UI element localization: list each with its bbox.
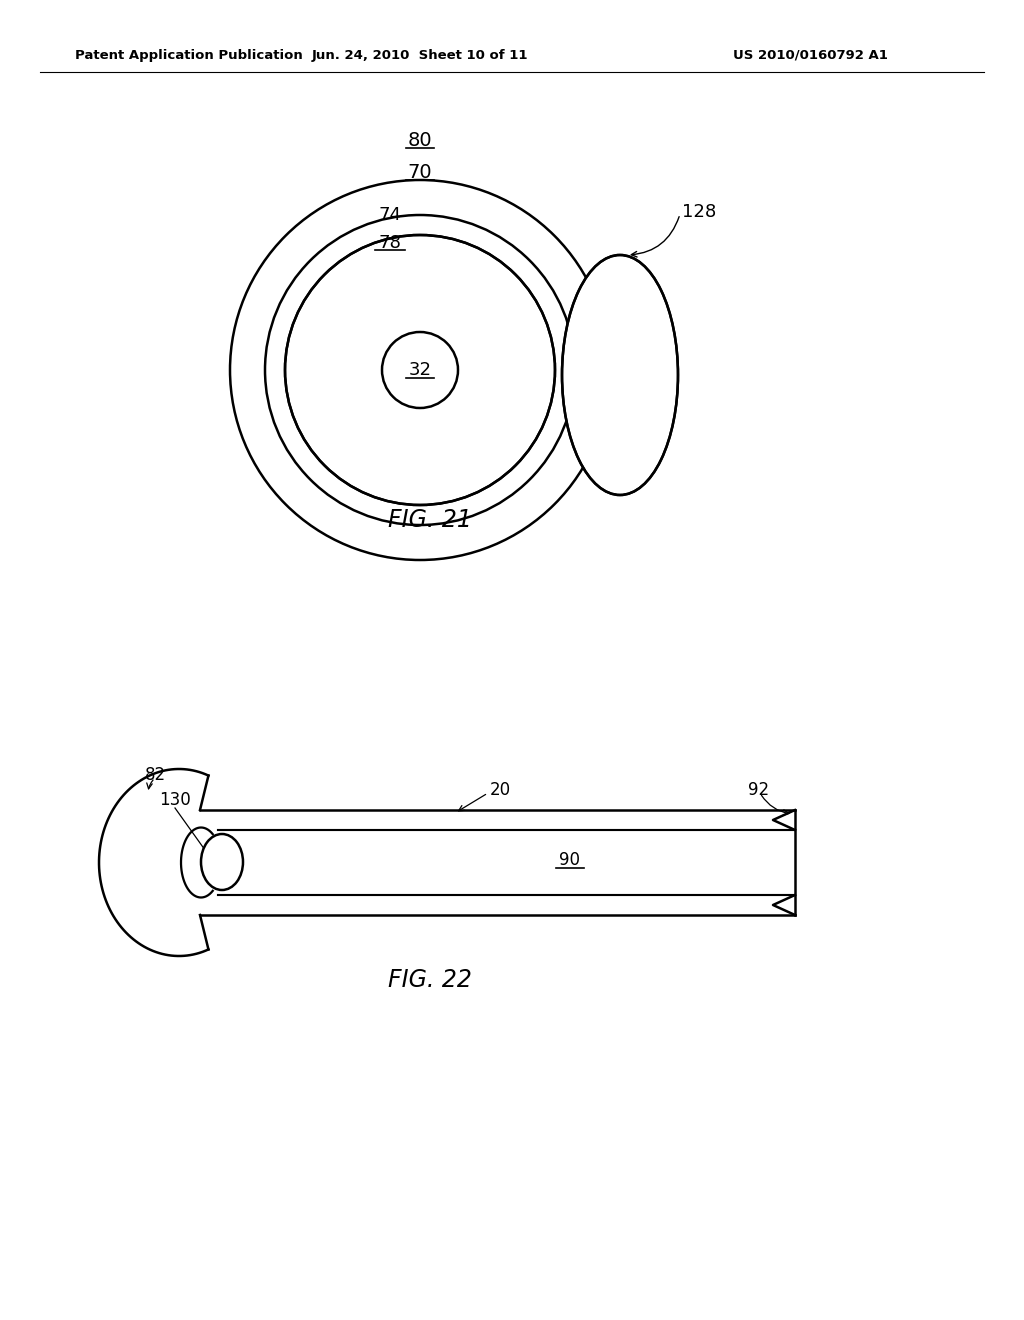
Text: 130: 130 <box>159 791 190 809</box>
Text: 82: 82 <box>144 766 166 784</box>
Text: US 2010/0160792 A1: US 2010/0160792 A1 <box>732 49 888 62</box>
Text: 78: 78 <box>379 234 401 252</box>
Text: FIG. 21: FIG. 21 <box>388 508 472 532</box>
Ellipse shape <box>562 255 678 495</box>
Text: 92: 92 <box>748 781 769 799</box>
Text: 74: 74 <box>379 206 401 224</box>
Text: 90: 90 <box>559 851 581 869</box>
Text: 80: 80 <box>408 131 432 149</box>
Text: 70: 70 <box>408 162 432 181</box>
Text: 128: 128 <box>682 203 716 220</box>
Text: 20: 20 <box>490 781 511 799</box>
Text: 32: 32 <box>409 360 431 379</box>
Text: Patent Application Publication: Patent Application Publication <box>75 49 303 62</box>
Text: FIG. 22: FIG. 22 <box>388 968 472 993</box>
Ellipse shape <box>201 834 243 890</box>
Text: Jun. 24, 2010  Sheet 10 of 11: Jun. 24, 2010 Sheet 10 of 11 <box>311 49 528 62</box>
